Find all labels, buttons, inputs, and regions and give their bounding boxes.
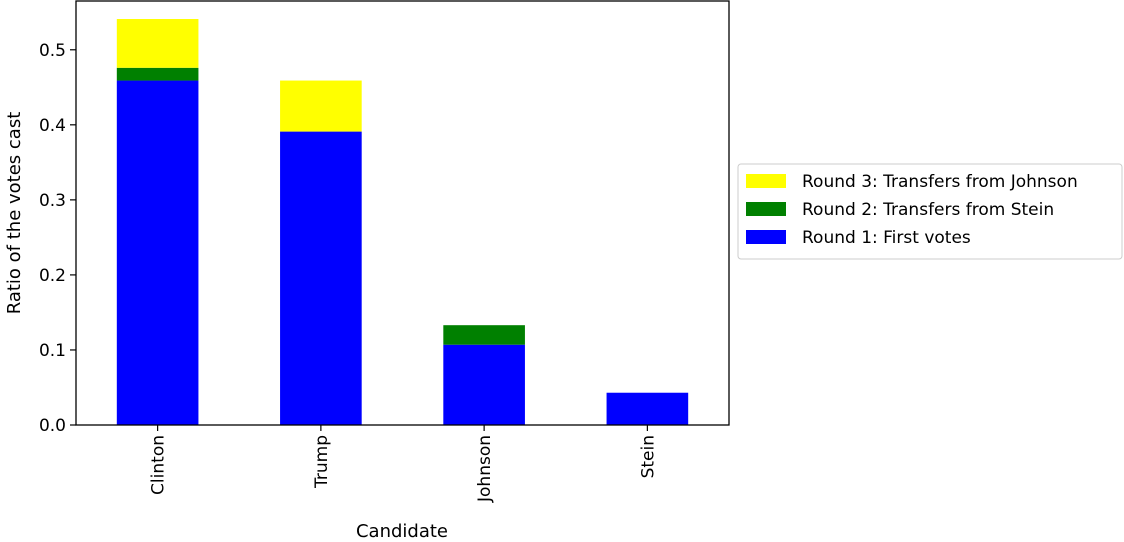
bar-stein-round-1 [606, 392, 689, 425]
y-tick-label: 0.4 [39, 116, 66, 136]
legend-swatch [746, 174, 786, 188]
legend: Round 3: Transfers from Johnson Round 2: … [737, 163, 1123, 260]
y-tick-label: 0.2 [39, 266, 66, 286]
legend-swatch [746, 230, 786, 244]
legend-frame [737, 163, 1123, 260]
legend-swatch [746, 202, 786, 216]
legend-label: Round 1: First votes [802, 228, 971, 248]
legend-label: Round 3: Transfers from Johnson [802, 172, 1078, 192]
bar-johnson-round-2 [443, 325, 525, 345]
bar-clinton-round-3 [116, 19, 199, 68]
plot-frame [75, 0, 730, 426]
legend-label: Round 2: Transfers from Stein [802, 200, 1054, 220]
bar-johnson-round-1 [443, 344, 525, 425]
legend-items: Round 3: Transfers from Johnson Round 2: … [746, 172, 1078, 248]
y-tick-label: 0.1 [39, 341, 66, 361]
y-tick-label: 0.0 [39, 416, 66, 436]
axes-layer [75, 0, 730, 426]
y-axis-ticks: 0.0 0.1 0.2 0.3 0.4 0.5 [39, 41, 76, 436]
bar-clinton-round-2 [116, 67, 199, 81]
bar-clinton-round-1 [116, 80, 199, 425]
bar-trump-round-3 [280, 80, 362, 132]
bars-layer [116, 19, 689, 425]
x-axis-label: Candidate [356, 521, 448, 542]
y-tick-label: 0.5 [39, 41, 66, 61]
y-axis-label: Ratio of the votes cast [4, 112, 25, 315]
x-tick-label-stein: Stein [638, 435, 658, 478]
x-tick-label-trump: Trump [312, 435, 332, 489]
bar-trump-round-1 [280, 131, 362, 425]
x-tick-label-johnson: Johnson [475, 435, 495, 503]
x-axis-ticks: Clinton Trump Johnson Stein [149, 425, 658, 503]
x-tick-label-clinton: Clinton [149, 435, 169, 495]
y-tick-label: 0.3 [39, 191, 66, 211]
